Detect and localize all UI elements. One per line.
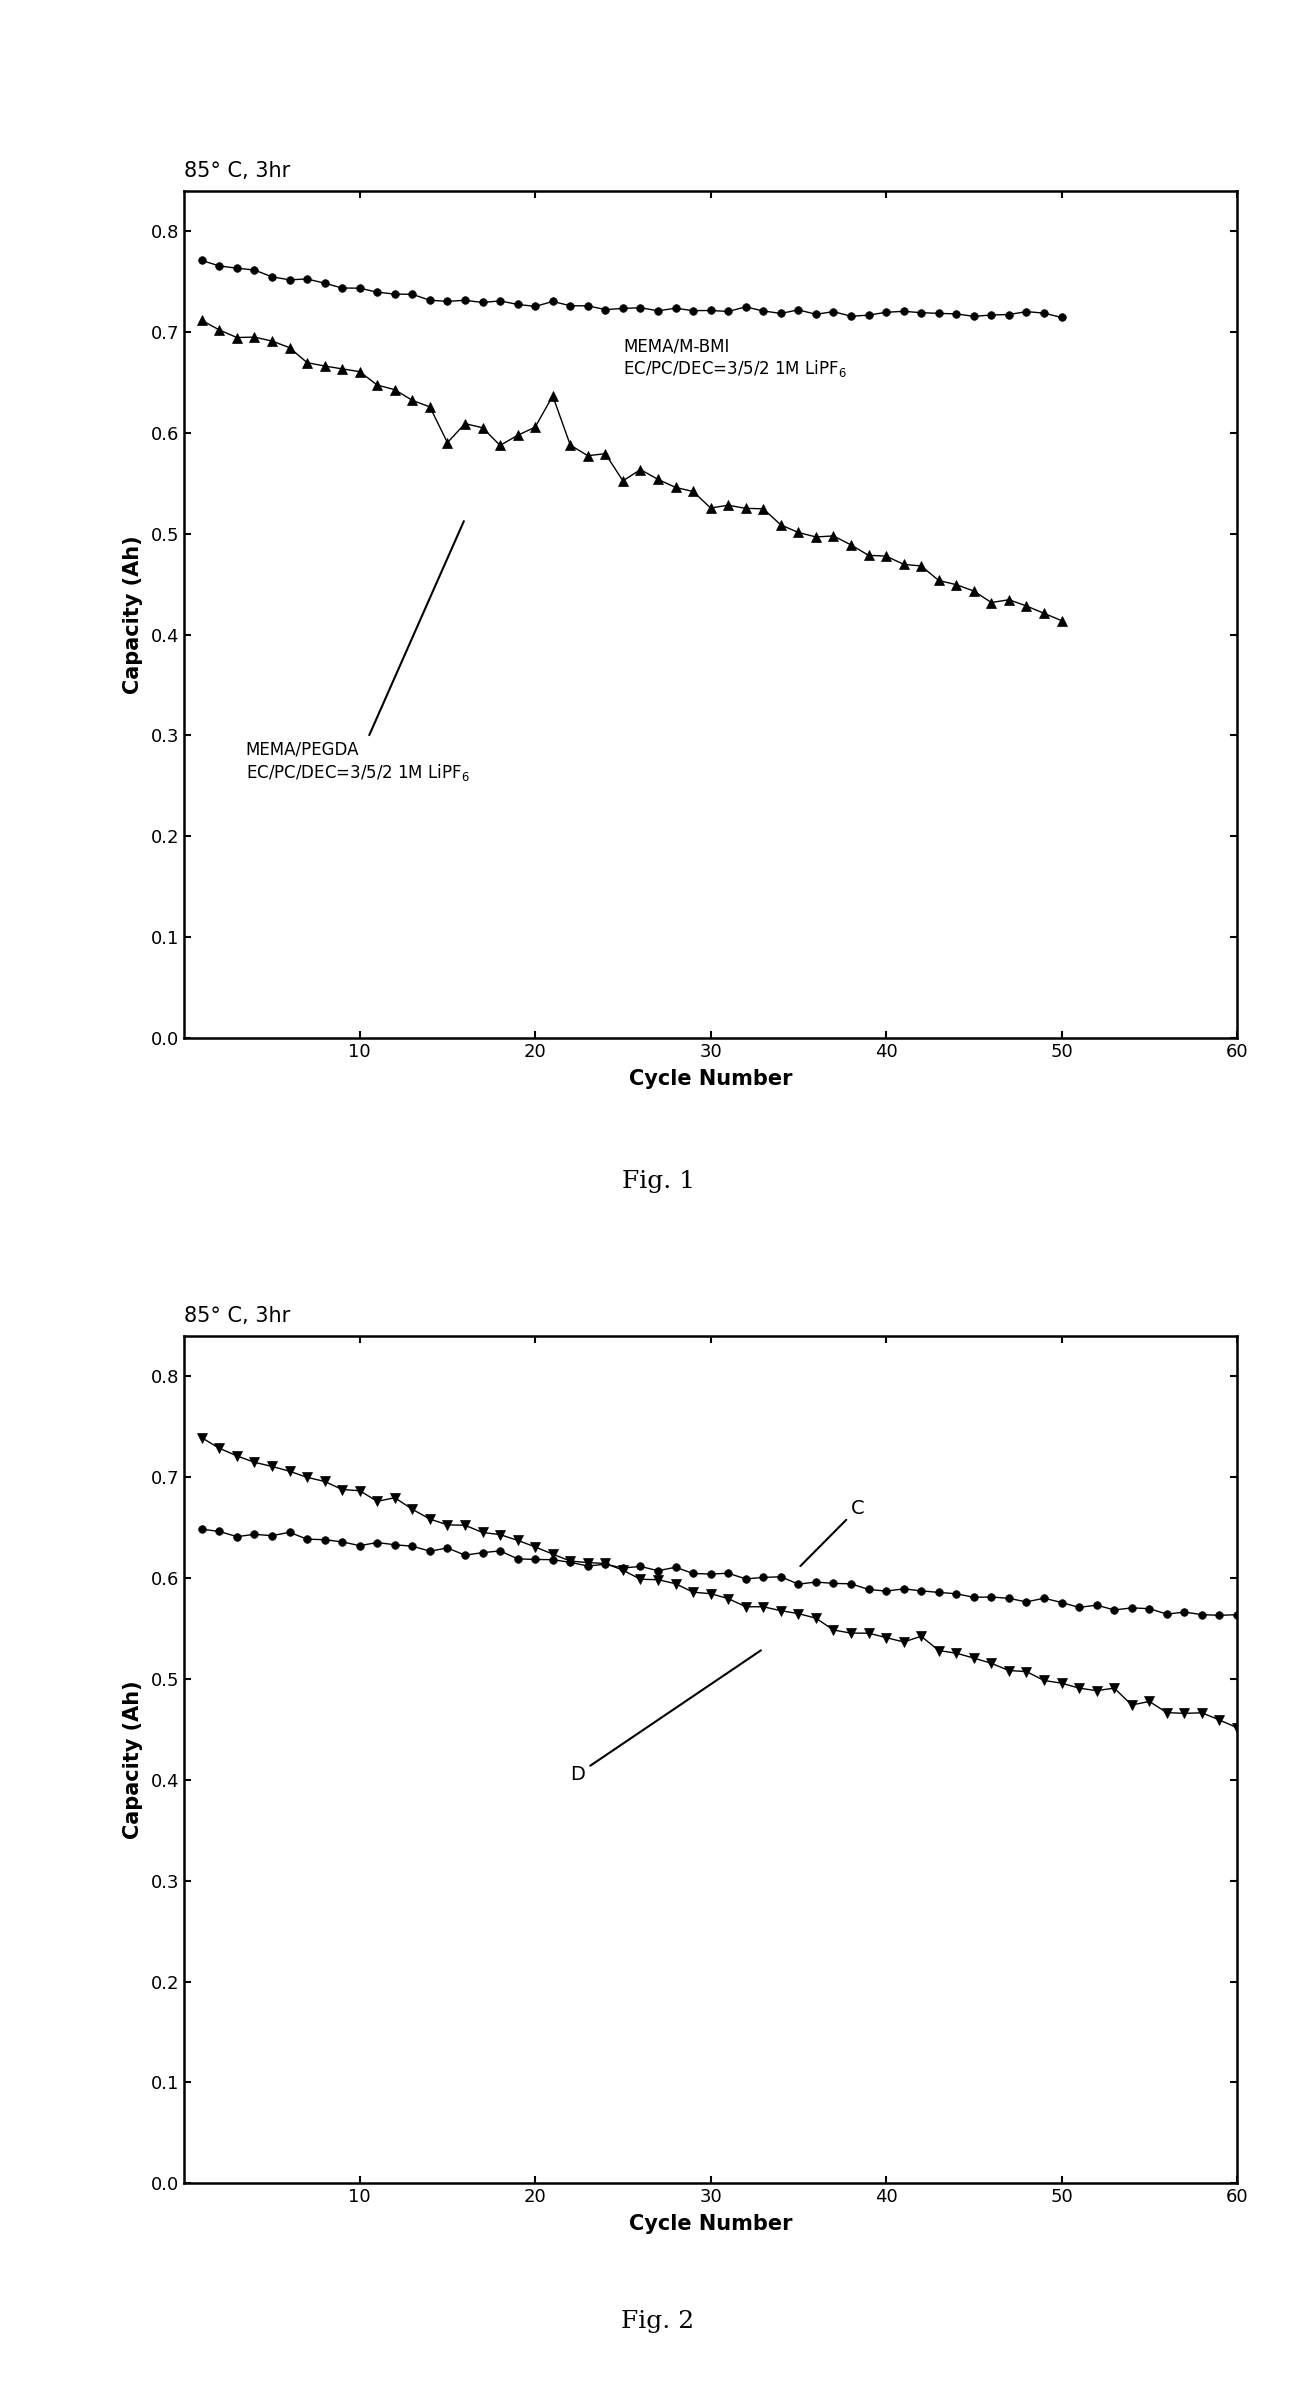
X-axis label: Cycle Number: Cycle Number: [629, 2214, 792, 2233]
Text: D: D: [570, 1651, 761, 1785]
Text: MEMA/PEGDA
EC/PC/DEC=3/5/2 1M LiPF$_6$: MEMA/PEGDA EC/PC/DEC=3/5/2 1M LiPF$_6$: [246, 520, 470, 783]
Text: MEMA/M-BMI
EC/PC/DEC=3/5/2 1M LiPF$_6$: MEMA/M-BMI EC/PC/DEC=3/5/2 1M LiPF$_6$: [622, 336, 846, 379]
Y-axis label: Capacity (Ah): Capacity (Ah): [122, 534, 142, 694]
Text: Fig. 2: Fig. 2: [621, 2310, 695, 2334]
Text: 85° C, 3hr: 85° C, 3hr: [184, 1305, 291, 1327]
Text: 85° C, 3hr: 85° C, 3hr: [184, 160, 291, 181]
Text: C: C: [800, 1498, 865, 1565]
Text: Fig. 1: Fig. 1: [621, 1169, 695, 1193]
Y-axis label: Capacity (Ah): Capacity (Ah): [122, 1680, 142, 1840]
X-axis label: Cycle Number: Cycle Number: [629, 1069, 792, 1088]
